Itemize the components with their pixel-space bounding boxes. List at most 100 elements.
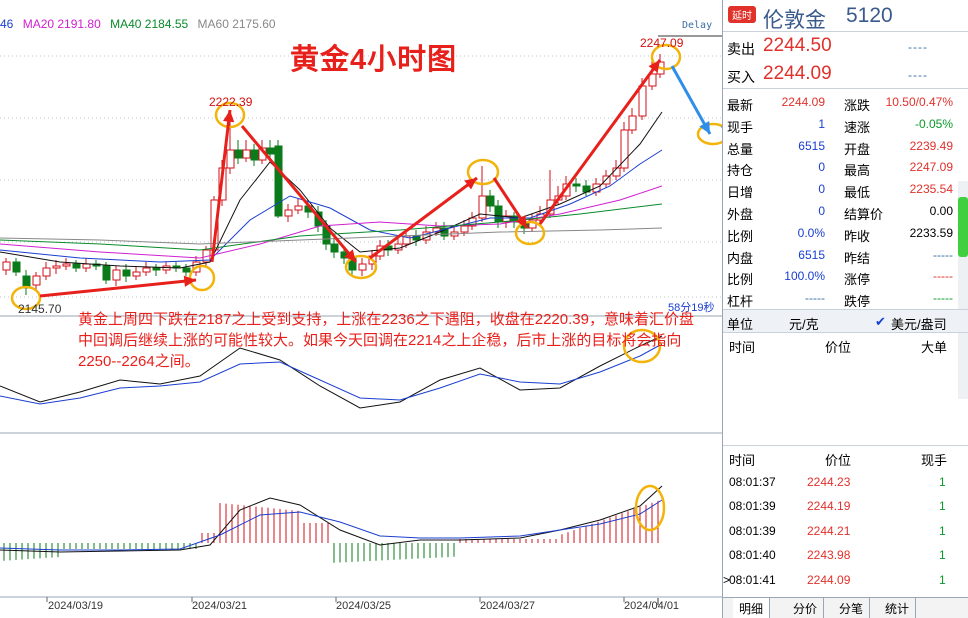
- stat-label: 日增: [727, 185, 754, 201]
- trades-col-qty: 现手: [921, 453, 948, 468]
- ma40-line: [0, 203, 663, 251]
- trade-time: 08:01:39: [729, 499, 776, 514]
- stat-label: 外盘: [727, 207, 754, 222]
- trade-qty: 1: [939, 523, 946, 538]
- stat-value: 6515: [798, 138, 825, 153]
- date-label: 2024/03/19: [48, 600, 104, 612]
- trade-qty: 1: [939, 572, 946, 587]
- stat-label: 最新: [727, 98, 754, 113]
- stat-row: 最新 2244.09 涨跌 10.50/0.47%: [723, 91, 957, 113]
- countdown-timer: 58分19秒: [668, 302, 715, 314]
- trade-row: 08:01:39 2244.21 1: [723, 518, 968, 542]
- unit-label: 单位: [727, 317, 754, 332]
- delay-badge: 延时: [728, 6, 756, 23]
- candle-body: [330, 243, 339, 253]
- candle-body: [478, 195, 487, 219]
- high2-label: 2247.09: [640, 36, 684, 50]
- trade-row: 08:01:40 2243.98 1: [723, 542, 968, 566]
- annotation-circle: [514, 220, 546, 246]
- annotation-circle: [696, 122, 722, 146]
- candle-body: [82, 263, 91, 269]
- stat-row: 杠杆 ----- 跌停 -----: [723, 287, 957, 309]
- trade-time: 08:01:41: [729, 572, 776, 587]
- tab-statistics[interactable]: 统计: [879, 598, 917, 618]
- arrow-up-head: [648, 60, 660, 73]
- candle-body: [132, 271, 141, 277]
- stat-value: 0: [818, 182, 825, 197]
- candle-body: [266, 147, 275, 155]
- candle-body: [394, 243, 403, 251]
- high1-label: 2222.39: [209, 95, 253, 109]
- stat-value: 2233.59: [909, 225, 953, 240]
- trades-col-time: 时间: [729, 453, 756, 468]
- sell-volume: ----: [908, 40, 928, 54]
- trade-price: 2244.23: [807, 475, 851, 489]
- candle-body: [460, 225, 469, 233]
- candle-body: [112, 269, 121, 281]
- stat-label: 跌停: [844, 294, 871, 310]
- low1-label: 2145.70: [18, 302, 62, 316]
- depth-col-price: 价位: [825, 340, 852, 355]
- annotation-circle: [214, 101, 246, 129]
- tab-tick[interactable]: 分笔: [833, 598, 871, 618]
- tab-price-distribution[interactable]: 分价: [787, 598, 825, 618]
- stat-label: 现手: [727, 119, 754, 135]
- latest-trade-marker: >: [723, 572, 731, 587]
- stat-row: 外盘 0 结算价 0.00: [723, 200, 957, 222]
- candle-body: [494, 205, 503, 223]
- trade-row: >08:01:41 2244.09 1: [723, 567, 968, 591]
- stat-row: 比例 100.0% 涨停 -----: [723, 265, 957, 287]
- candle-body: [226, 149, 235, 169]
- unit-alt-option[interactable]: 美元/盎司: [891, 317, 947, 332]
- candle-body: [52, 265, 61, 269]
- stat-row: 日增 0 最低 2235.54: [723, 178, 957, 200]
- quote-panel: 延时 伦敦金 5120 卖出 2244.50 ---- 买入 2244.09 -…: [722, 0, 968, 618]
- tab-detail[interactable]: 明细: [733, 598, 771, 618]
- stat-row: 总量 6515 开盘 2239.49: [723, 135, 957, 157]
- date-label: 2024/04/01: [624, 600, 680, 612]
- instrument-code: 5120: [846, 4, 893, 27]
- candle-body: [274, 145, 283, 217]
- stat-label: 速涨: [844, 119, 871, 135]
- stat-value: 0: [818, 204, 825, 218]
- annotation-circle: [344, 254, 378, 280]
- osc-line-d: [0, 343, 663, 405]
- depth-col-time: 时间: [729, 340, 756, 355]
- trade-qty: 1: [939, 548, 946, 563]
- trade-time: 08:01:37: [729, 475, 776, 489]
- stat-value: 2244.09: [781, 95, 825, 109]
- candle-body: [142, 267, 151, 273]
- ma60-legend: MA60 2175.60: [197, 17, 276, 31]
- candle-body: [72, 263, 81, 269]
- stat-label: 昨收: [844, 228, 871, 244]
- trades-list: 08:01:37 2244.23 1 08:01:39 2244.19 1 08:01:39…: [723, 469, 968, 591]
- candle-body: [62, 263, 71, 267]
- unit-value[interactable]: 元/克: [789, 317, 819, 332]
- trade-row: 08:01:37 2244.23 1: [723, 469, 968, 493]
- delay-label: Delay: [682, 20, 713, 31]
- stat-label: 开盘: [844, 141, 871, 157]
- candle-body: [502, 215, 511, 223]
- chart-area[interactable]: 46 MA20 2191.80 MA40 2184.55 MA60 2175.6…: [0, 0, 722, 618]
- candle-body: [602, 175, 611, 185]
- stats-scrollbar-thumb[interactable]: [958, 197, 968, 257]
- unit-checkmark-icon[interactable]: ✔: [875, 314, 886, 329]
- buy-label: 买入: [727, 69, 755, 85]
- macd-dea: [0, 499, 663, 551]
- candle-body: [152, 267, 161, 271]
- ma60-line: [0, 227, 663, 245]
- arrow-up-head: [464, 178, 477, 190]
- stat-value: -0.05%: [914, 116, 953, 131]
- candle-body: [12, 261, 21, 273]
- arrow-up: [210, 109, 232, 263]
- stat-label: 比例: [727, 228, 754, 244]
- annotation-circle: [634, 484, 666, 532]
- unit-bar: 单位 元/克 ✔ 美元/盎司: [723, 309, 968, 333]
- quote-stats: 最新 2244.09 涨跌 10.50/0.47% 现手 1 速涨 -0.05% 总量 6515 开…: [723, 89, 968, 399]
- trade-price: 2244.19: [807, 499, 851, 514]
- ma20-legend: MA20 2191.80: [22, 17, 101, 31]
- stats-scrollbar-track[interactable]: [958, 181, 968, 399]
- candlestick-chart[interactable]: [0, 0, 722, 618]
- stat-row: 比例 0.0% 昨收 2233.59: [723, 222, 957, 244]
- stat-value: -----: [933, 291, 953, 306]
